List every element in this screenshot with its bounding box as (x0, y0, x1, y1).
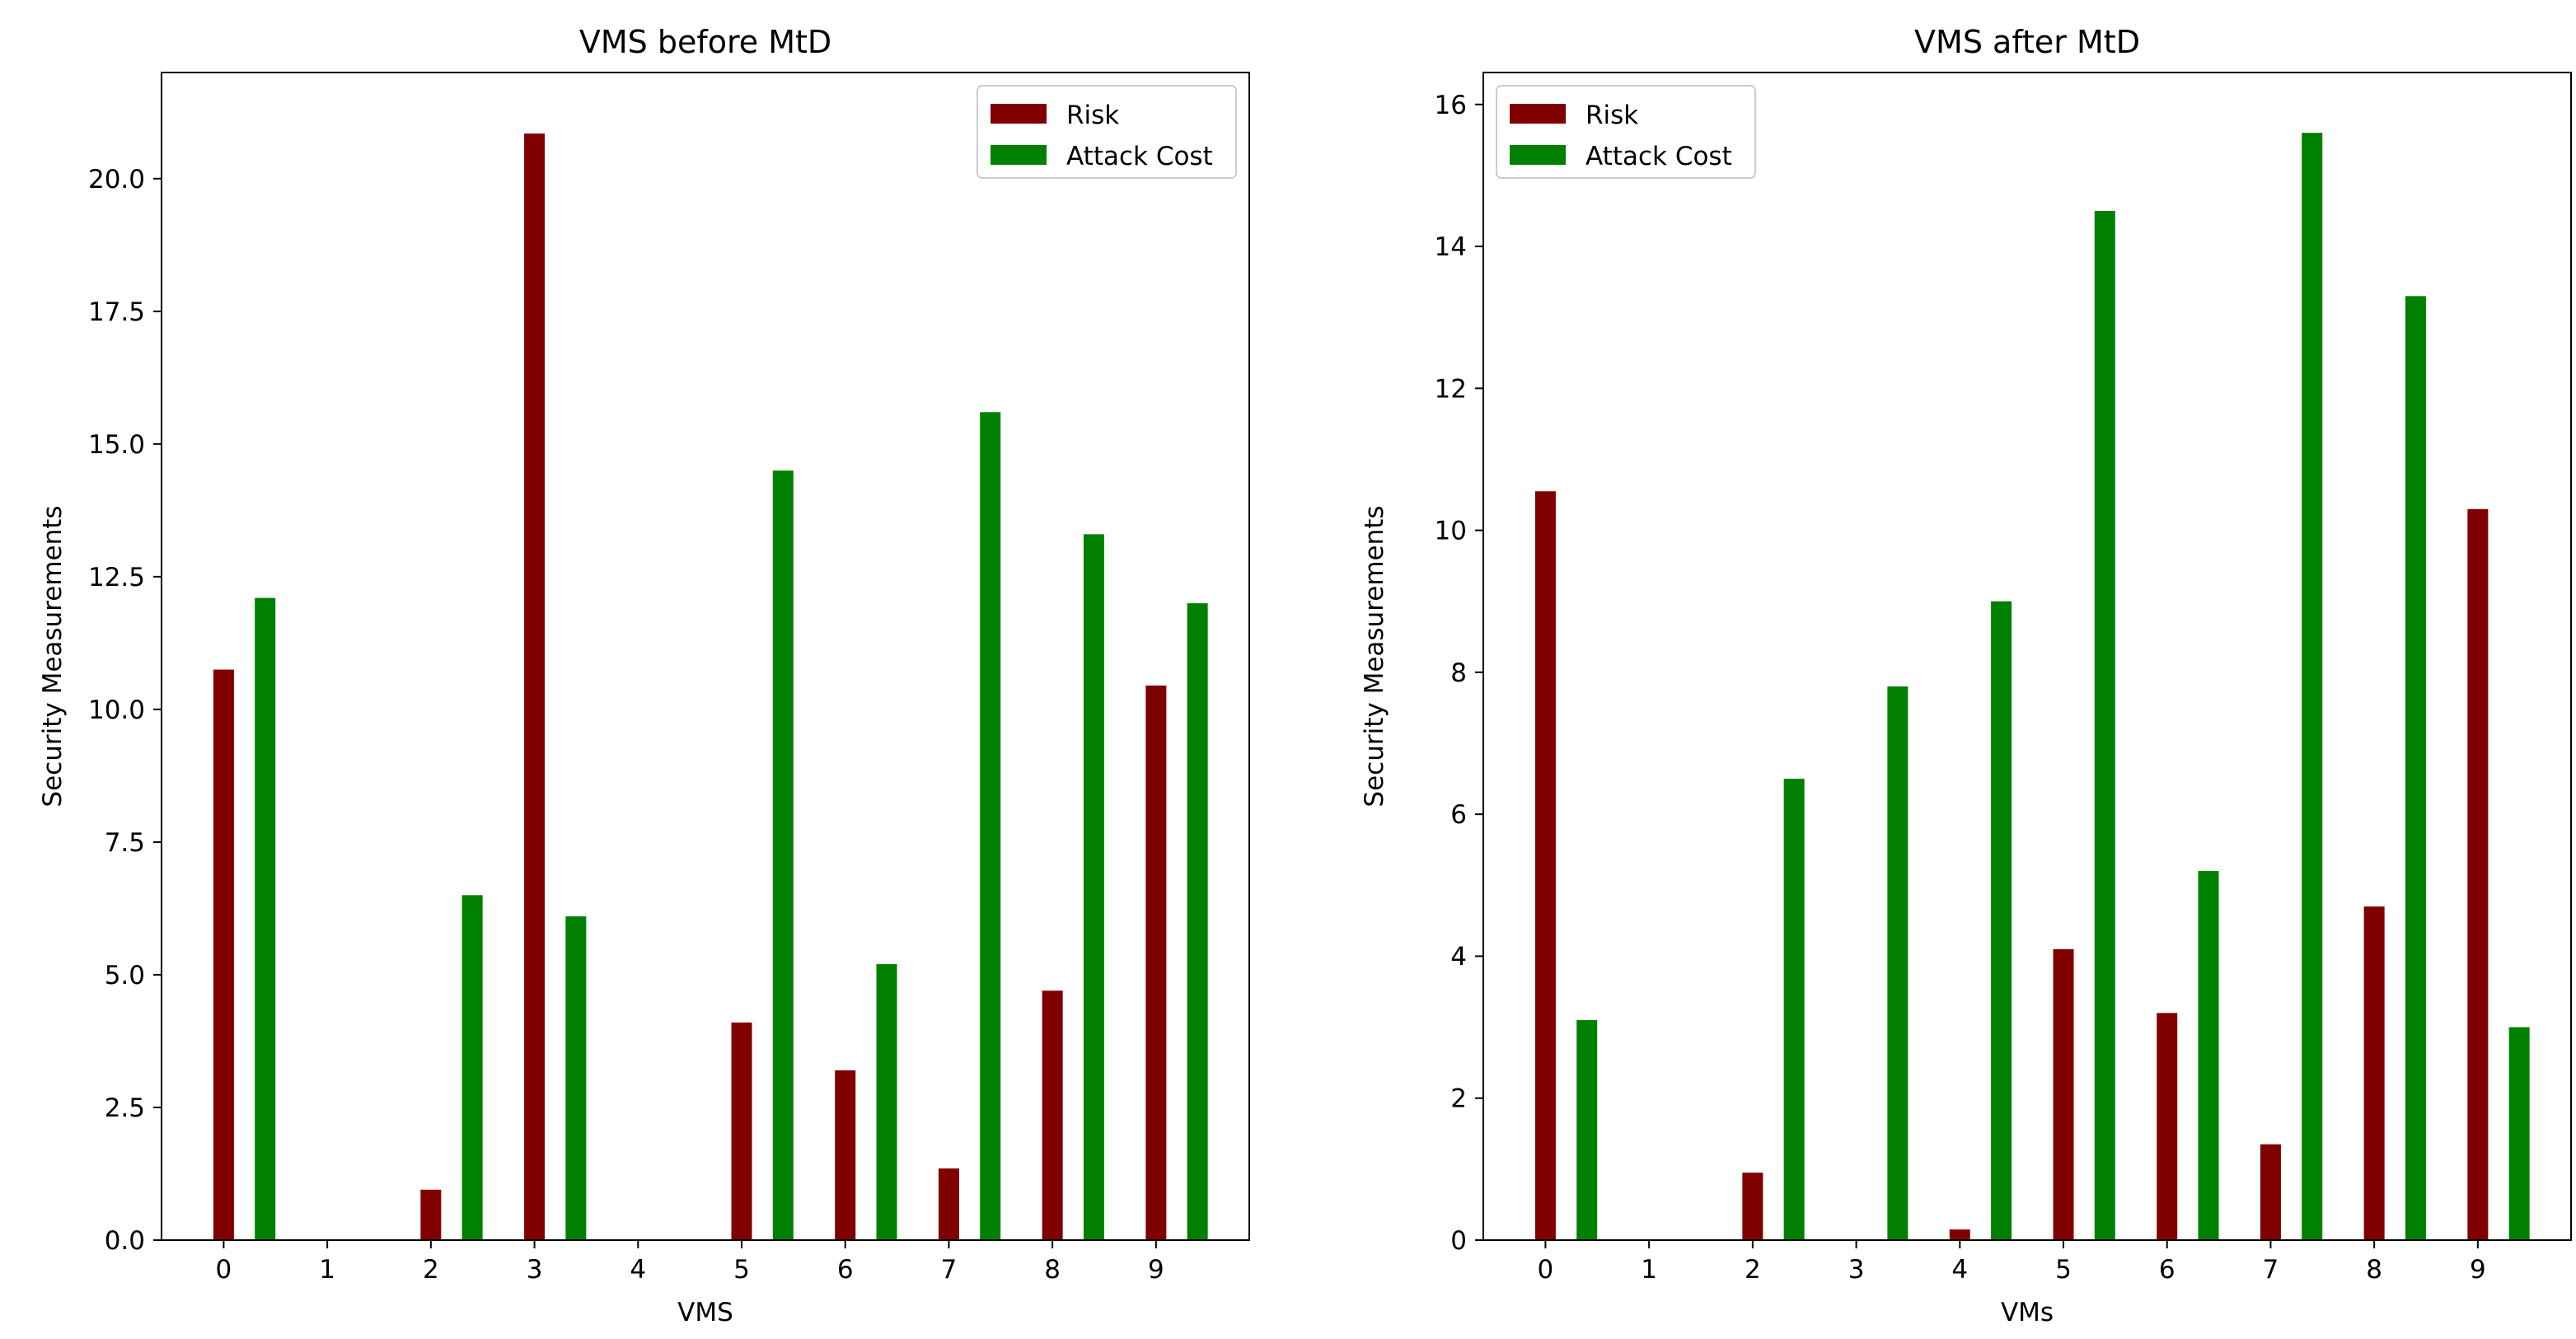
x-tick-label: 4 (1951, 1255, 1968, 1285)
x-axis-label: VMs (2001, 1298, 2054, 1327)
y-tick-label: 16 (1435, 91, 1467, 120)
y-axis-label: Security Measurements (38, 505, 68, 807)
bar-attack-cost-4 (1991, 601, 2012, 1240)
bar-attack-cost-0 (1576, 1019, 1598, 1240)
x-tick-label: 3 (1848, 1255, 1865, 1285)
bar-risk-3 (524, 133, 546, 1241)
chart-before: 0 1 2 3 4 5 6 7 8 9 0.0 2.5 5.0 7.5 10.0 12.5 15.0 17.5 20… (38, 24, 1250, 1327)
x-tick-label: 2 (423, 1255, 439, 1285)
y-tick-label: 5.0 (105, 961, 145, 990)
y-tick-label: 2.5 (105, 1093, 145, 1123)
bar-attack-cost-7 (980, 412, 1001, 1241)
bar-attack-cost-0 (255, 597, 276, 1240)
y-tick-label: 20.0 (88, 165, 145, 194)
bar-attack-cost-5 (2094, 210, 2115, 1240)
legend-swatch-risk (991, 104, 1047, 124)
bar-attack-cost-6 (2198, 871, 2219, 1240)
x-tick-label: 2 (1745, 1255, 1761, 1285)
axes-frame (1482, 72, 2572, 1241)
y-tick-label: 12 (1435, 374, 1467, 404)
bar-attack-cost-7 (2302, 133, 2323, 1240)
bar-attack-cost-6 (876, 964, 897, 1240)
bar-attack-cost-9 (1187, 603, 1208, 1240)
bar-risk-6 (835, 1070, 856, 1240)
legend-label: Attack Cost (1066, 142, 1213, 171)
y-axis-label: Security Measurements (1360, 505, 1389, 807)
y-tick-label: 7.5 (105, 828, 145, 858)
bar-risk-5 (731, 1022, 752, 1240)
y-tick-label: 10.0 (88, 695, 145, 725)
bar-attack-cost-2 (1783, 779, 1805, 1240)
bar-risk-6 (2157, 1013, 2178, 1240)
y-tick-label: 14 (1435, 232, 1467, 262)
y-tick-label: 15.0 (88, 430, 145, 460)
x-tick-label: 0 (1538, 1255, 1554, 1285)
y-tick-label: 17.5 (88, 297, 145, 327)
x-tick-label: 9 (2470, 1255, 2486, 1285)
legend-label: Risk (1066, 101, 1119, 130)
bar-attack-cost-2 (461, 895, 483, 1240)
bar-risk-7 (2260, 1144, 2281, 1240)
bar-risk-2 (1742, 1173, 1763, 1240)
x-tick-label: 5 (2055, 1255, 2072, 1285)
x-tick-label: 0 (216, 1255, 232, 1285)
y-tick-label: 10 (1435, 517, 1467, 546)
y-tick-label: 12.5 (88, 563, 145, 592)
legend-swatch-attack-cost (991, 145, 1047, 165)
axes-frame (161, 72, 1250, 1241)
bar-risk-8 (1042, 990, 1063, 1240)
x-tick-label: 3 (527, 1255, 543, 1285)
bar-attack-cost-3 (565, 916, 587, 1240)
x-tick-label: 9 (1148, 1255, 1164, 1285)
legend-label: Risk (1585, 101, 1638, 130)
x-tick-label: 4 (630, 1255, 646, 1285)
bar-risk-7 (938, 1168, 959, 1240)
x-tick-label: 7 (2263, 1255, 2279, 1285)
bar-attack-cost-8 (1083, 534, 1104, 1240)
y-tick-label: 0.0 (105, 1226, 145, 1256)
legend-swatch-risk (1510, 104, 1566, 124)
x-tick-label: 6 (837, 1255, 854, 1285)
chart-title: VMS before MtD (579, 24, 831, 60)
y-tick-label: 8 (1450, 658, 1467, 688)
y-tick-label: 6 (1450, 800, 1467, 830)
bar-risk-8 (2363, 906, 2385, 1240)
x-tick-label: 1 (319, 1255, 335, 1285)
chart-title: VMS after MtD (1914, 24, 2140, 60)
x-tick-label: 6 (2159, 1255, 2176, 1285)
bar-risk-0 (1534, 491, 1556, 1240)
bar-risk-5 (2053, 948, 2074, 1240)
x-tick-label: 7 (941, 1255, 958, 1285)
bar-risk-9 (1145, 685, 1167, 1240)
x-tick-label: 1 (1641, 1255, 1657, 1285)
x-tick-label: 8 (1044, 1255, 1061, 1285)
x-tick-label: 8 (2366, 1255, 2382, 1285)
bar-attack-cost-9 (2508, 1027, 2530, 1240)
x-axis-label: VMS (677, 1298, 733, 1327)
bar-attack-cost-5 (772, 471, 794, 1240)
bar-risk-4 (1949, 1229, 1970, 1240)
y-tick-label: 0 (1450, 1226, 1467, 1256)
legend: Risk Attack Cost (1496, 85, 1756, 179)
bar-risk-2 (420, 1189, 442, 1240)
legend-swatch-attack-cost (1510, 145, 1566, 165)
bar-risk-9 (2467, 508, 2489, 1240)
legend-label: Attack Cost (1585, 142, 1732, 171)
legend: Risk Attack Cost (977, 85, 1237, 179)
y-tick-label: 2 (1450, 1084, 1467, 1114)
bar-attack-cost-3 (1887, 686, 1909, 1240)
x-tick-label: 5 (733, 1255, 750, 1285)
bar-risk-0 (213, 669, 234, 1240)
y-tick-label: 4 (1450, 942, 1467, 971)
bar-attack-cost-8 (2405, 296, 2426, 1240)
